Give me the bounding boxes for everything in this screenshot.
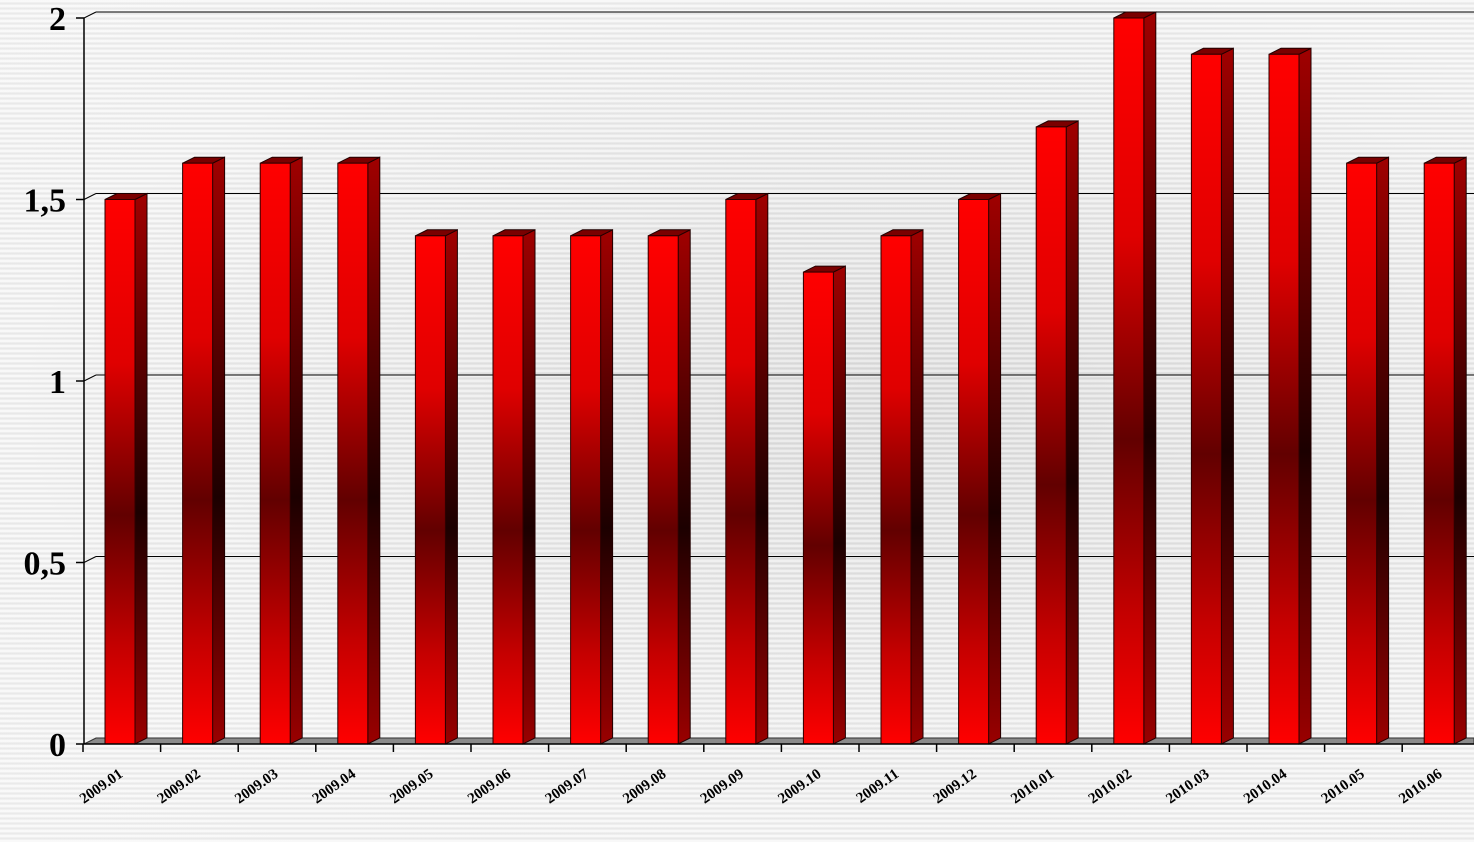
bar	[1346, 156, 1390, 745]
gridlines	[83, 11, 1474, 563]
bar	[1190, 47, 1234, 745]
x-tick-label: 2009.10	[775, 766, 824, 807]
x-tick-label: 2010.06	[1396, 766, 1446, 807]
bar	[802, 265, 846, 745]
bar-side	[832, 265, 846, 745]
x-tick-label: 2009.12	[931, 766, 980, 807]
bar	[1113, 11, 1157, 745]
bar-side	[289, 156, 303, 745]
bar-front	[1190, 53, 1222, 745]
bar-side	[1143, 11, 1157, 745]
bar-side	[367, 156, 381, 745]
bar-front	[182, 162, 214, 745]
bar-side	[910, 228, 924, 745]
x-tick-label: 2010.04	[1241, 766, 1291, 807]
bar	[259, 156, 303, 745]
bar-front	[337, 162, 369, 745]
bar-front	[414, 235, 446, 745]
bar	[958, 192, 1002, 745]
x-tick-label: 2009.02	[155, 766, 204, 807]
bar-side	[677, 228, 691, 745]
bar-side	[1065, 120, 1079, 745]
bar	[414, 228, 458, 745]
bar-front	[570, 235, 602, 745]
bar	[1035, 120, 1079, 745]
bar-front	[647, 235, 679, 745]
bar-side	[755, 192, 769, 745]
bar	[725, 192, 769, 745]
bar	[492, 228, 536, 745]
x-tick-label: 2009.06	[465, 766, 515, 807]
bar-side	[600, 228, 614, 745]
bar-side	[1453, 156, 1467, 745]
bars	[104, 11, 1467, 745]
bar	[337, 156, 381, 745]
x-tick-label: 2009.09	[698, 766, 747, 807]
x-tick-label: 2009.11	[854, 766, 902, 807]
y-tick-label: 1,5	[24, 183, 67, 220]
bar	[1423, 156, 1467, 745]
bar-front	[880, 235, 912, 745]
y-tick-label: 0,5	[24, 546, 67, 583]
bar	[570, 228, 614, 745]
bar-side	[1298, 47, 1312, 745]
y-tick-label: 1	[49, 364, 66, 401]
bar	[1268, 47, 1312, 745]
bar-front	[1346, 162, 1378, 745]
bar-side	[444, 228, 458, 745]
bar	[182, 156, 226, 745]
bar	[880, 228, 924, 745]
bar-side	[212, 156, 226, 745]
bar-front	[1423, 162, 1455, 745]
gridline-corner	[83, 374, 97, 382]
bar-front	[259, 162, 291, 745]
bar-front	[492, 235, 524, 745]
x-tick-label: 2009.05	[387, 766, 436, 807]
y-tick-label: 2	[49, 1, 66, 38]
y-tick-label: 0	[49, 727, 66, 764]
bar-front	[1113, 17, 1145, 745]
gridline-corner	[83, 556, 97, 563]
bar-front	[958, 199, 990, 745]
x-tick-label: 2009.07	[543, 766, 593, 807]
bar-front	[725, 199, 757, 745]
bar-side	[1376, 156, 1390, 745]
bar-side	[134, 192, 148, 745]
bar-side	[988, 192, 1002, 745]
bar-front	[104, 199, 136, 745]
x-tick-label: 2010.05	[1319, 766, 1368, 807]
bar-side	[522, 228, 536, 745]
x-tick-label: 2009.08	[620, 766, 669, 807]
x-tick-label: 2010.02	[1086, 766, 1135, 807]
bar	[104, 192, 148, 745]
bar	[647, 228, 691, 745]
bar-front	[1035, 126, 1067, 745]
x-tick-label: 2010.03	[1163, 766, 1212, 807]
x-tick-label: 2009.04	[310, 766, 360, 807]
bar-front	[1268, 53, 1300, 745]
bar-front	[802, 271, 834, 745]
gridline-corner	[83, 193, 97, 200]
gridline-corner	[83, 11, 97, 19]
bar-side	[1220, 47, 1234, 745]
x-tick-label: 2010.01	[1008, 766, 1057, 807]
axes	[76, 17, 1474, 752]
x-tick-label: 2009.03	[232, 766, 281, 807]
x-tick-label: 2009.01	[77, 766, 126, 807]
